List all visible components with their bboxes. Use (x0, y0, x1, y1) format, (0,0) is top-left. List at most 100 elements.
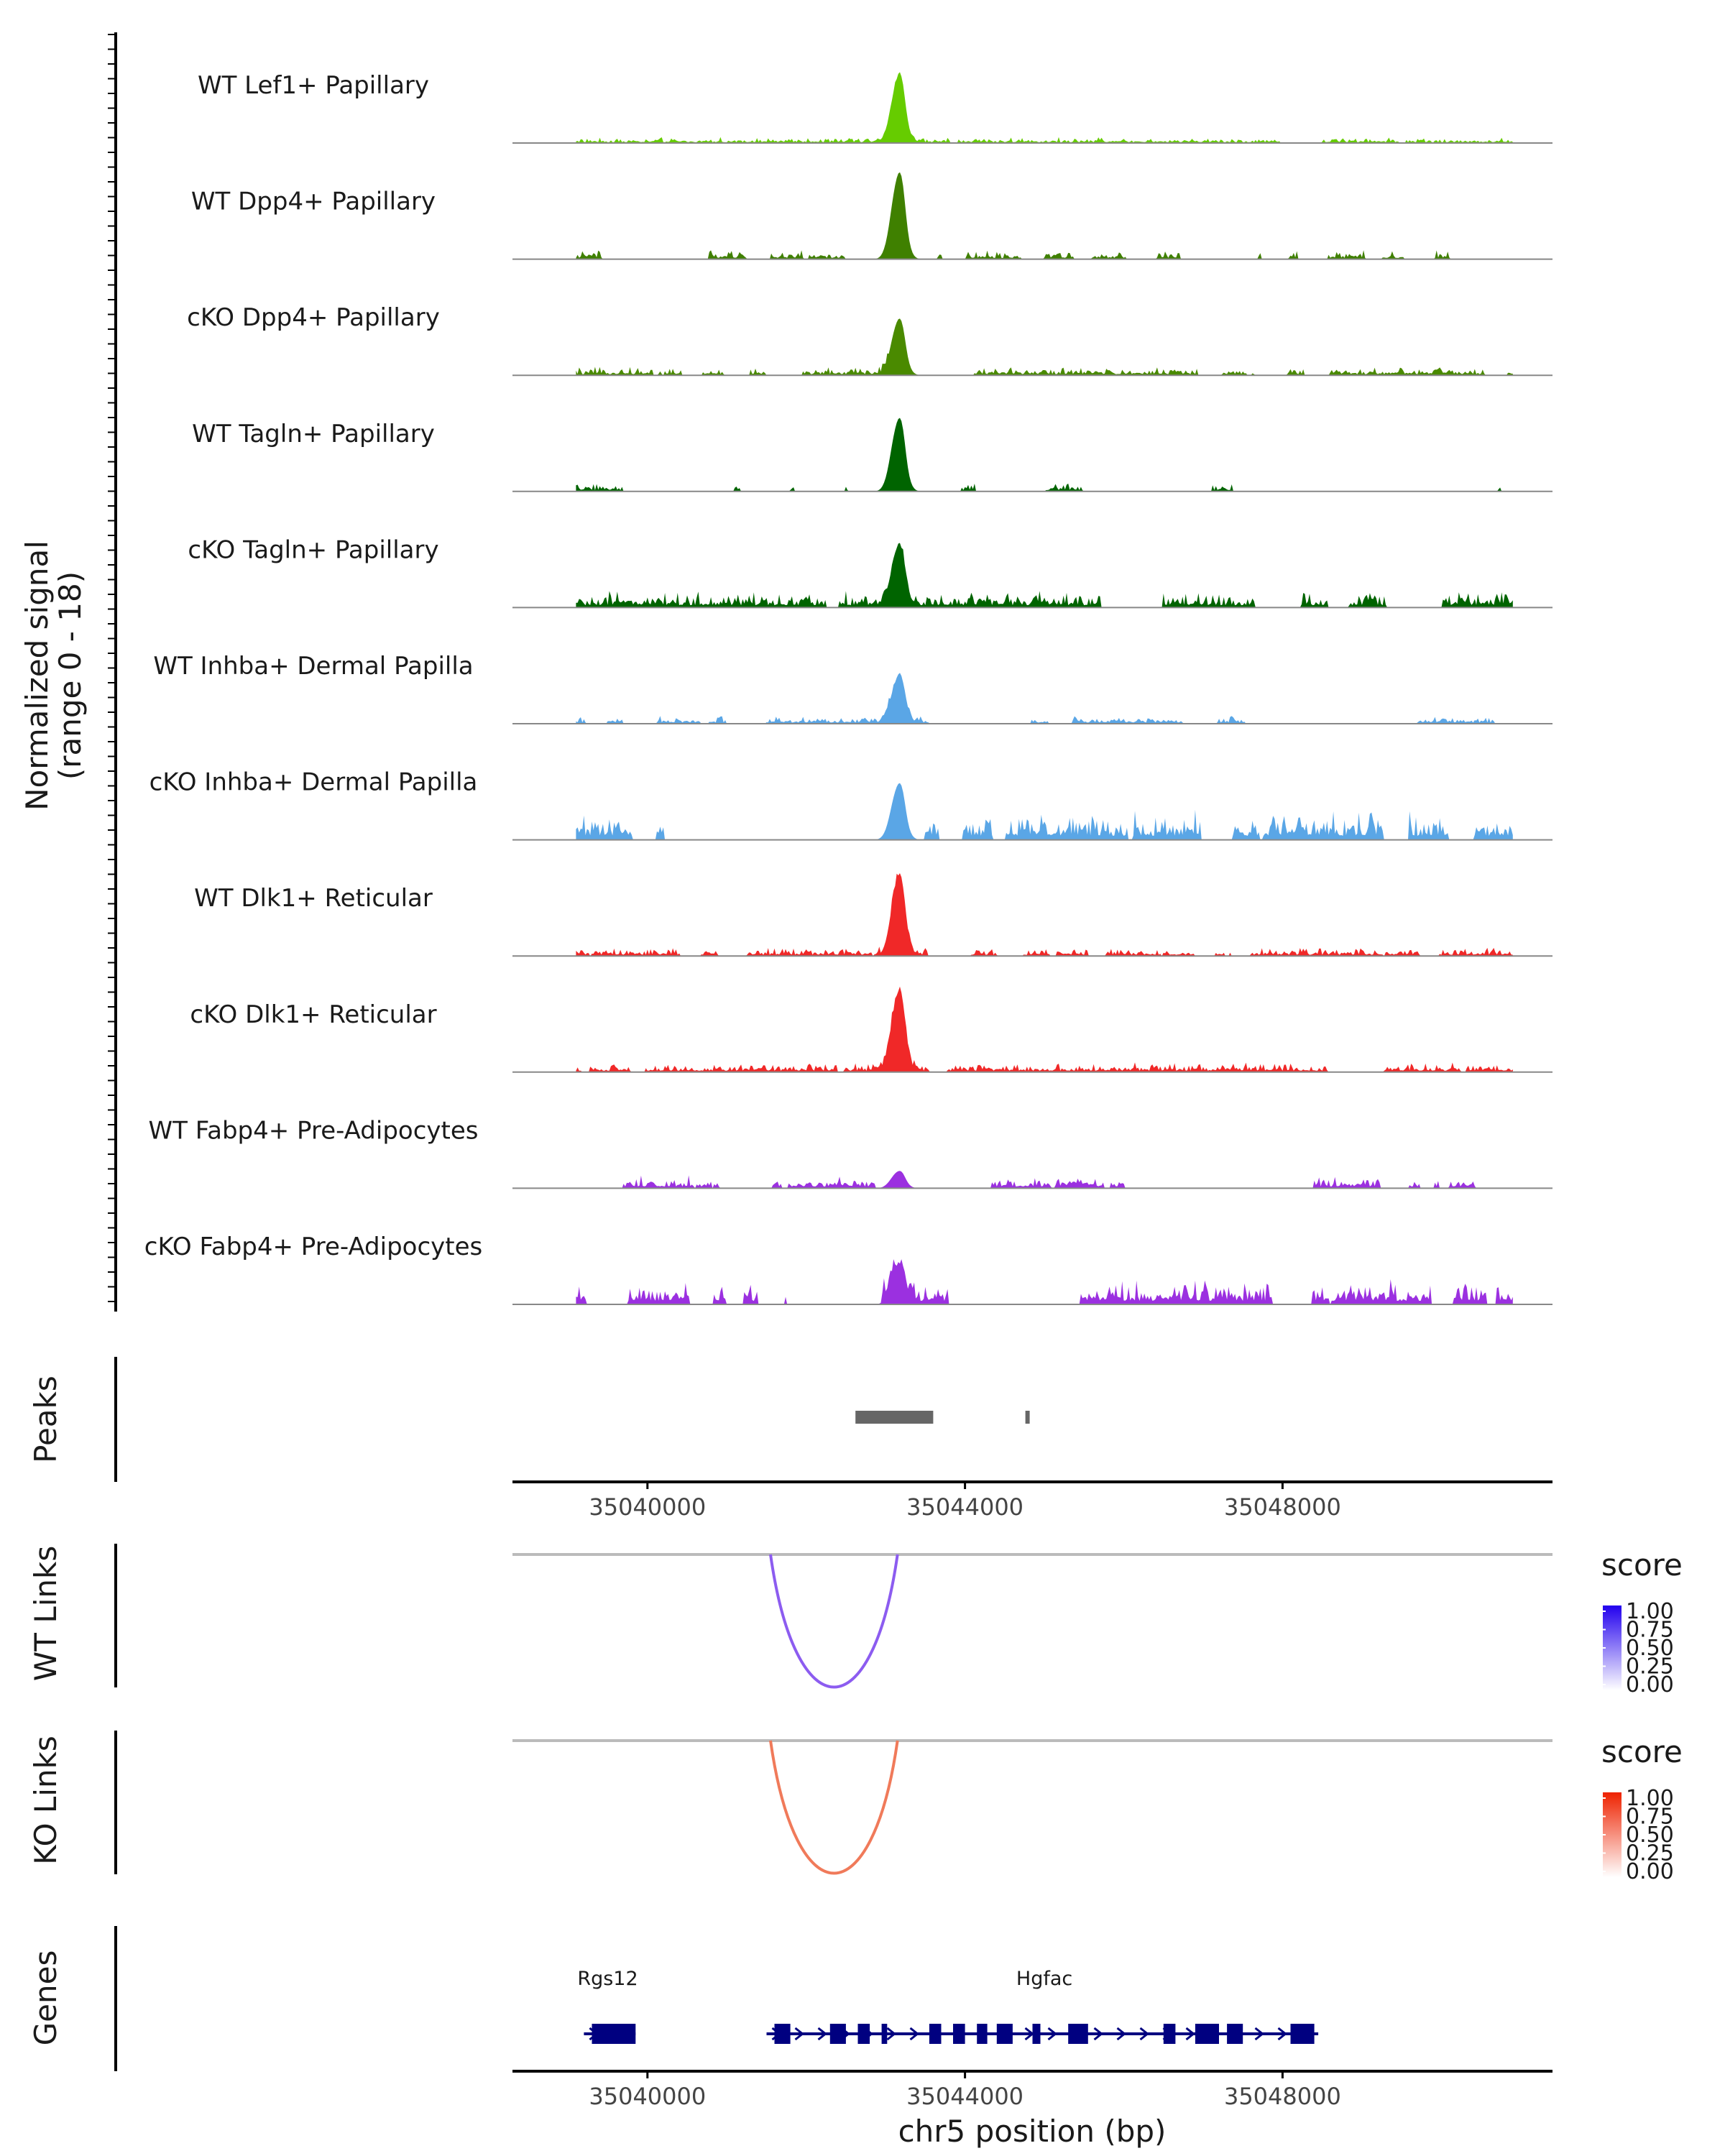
strand-arrow (794, 2027, 804, 2041)
x-tick-label: 35048000 (1224, 1493, 1341, 1521)
gene-exon (929, 2024, 942, 2044)
gene-exon (996, 2024, 1013, 2044)
gene-exon (977, 2024, 988, 2044)
legend-tick-label: 1.00 (1626, 1599, 1674, 1624)
gene-exon (1068, 2024, 1088, 2044)
track-signal (576, 72, 1513, 143)
gene-hgfac: Hgfac (766, 1968, 1319, 2044)
peaks-x-ticks: 35040000 35044000 35048000 (589, 1482, 1341, 1521)
gene-exon (857, 2024, 870, 2044)
gene-exon (1032, 2024, 1041, 2044)
gene-name: Hgfac (1016, 1968, 1072, 1990)
legend-tick-label: 0.50 (1626, 1823, 1674, 1848)
track-label: cKO Dpp4+ Papillary (187, 303, 440, 332)
strand-arrow (1047, 2027, 1057, 2041)
x-axis-title: chr5 position (bp) (898, 2114, 1167, 2149)
gene-name: Rgs12 (577, 1968, 638, 1990)
track-signal (576, 543, 1513, 608)
track-label: WT Tagln+ Papillary (192, 420, 435, 448)
peaks-label: Peaks (28, 1376, 63, 1463)
track-9: WT Fabp4+ Pre-Adipocytes (149, 1116, 1552, 1189)
track-signal (576, 318, 1513, 376)
legend-tick-label: 0.75 (1626, 1618, 1674, 1643)
track-label: cKO Fabp4+ Pre-Adipocytes (144, 1233, 483, 1261)
strand-arrow (1093, 2027, 1103, 2041)
links-panel-0: WT Links score 1.000.750.500.250.00 (28, 1544, 1683, 1697)
strand-arrow (1116, 2027, 1126, 2041)
track-3: WT Tagln+ Papillary (192, 418, 1552, 492)
coverage-panel: Normalized signal (range 0 - 18) WT Lef1… (19, 32, 1552, 1312)
gene-exon (1163, 2024, 1176, 2044)
gene-exon (1227, 2024, 1243, 2044)
x-tick-label: 35048000 (1224, 2083, 1341, 2110)
track-10: cKO Fabp4+ Pre-Adipocytes (144, 1233, 1552, 1305)
track-8: cKO Dlk1+ Reticular (190, 986, 1552, 1073)
legend-tick-label: 0.00 (1626, 1859, 1674, 1884)
track-5: WT Inhba+ Dermal Papilla (153, 652, 1552, 724)
coverage-y-label-line2: (range 0 - 18) (52, 571, 88, 780)
track-label: cKO Dlk1+ Reticular (190, 1000, 436, 1029)
legend-tick-label: 0.75 (1626, 1805, 1674, 1830)
track-signal (576, 172, 1513, 259)
links-label: WT Links (28, 1546, 63, 1681)
x-tick-label: 35040000 (589, 2083, 706, 2110)
track-signal (576, 1171, 1513, 1189)
track-label: WT Lef1+ Papillary (198, 71, 429, 100)
legend-title: score (1601, 1734, 1683, 1769)
peak-region (855, 1411, 934, 1424)
genes-panel: Genes Rgs12 Hgfac 35040000 35044000 3504800… (28, 1926, 1552, 2149)
strand-arrow (1254, 2027, 1264, 2041)
track-signal (576, 783, 1513, 840)
strand-arrow (817, 2027, 827, 2041)
track-4: cKO Tagln+ Papillary (188, 535, 1552, 609)
x-tick-label: 35044000 (906, 2083, 1024, 2110)
legend-title: score (1601, 1547, 1683, 1583)
genes-x-ticks: 35040000 35044000 35048000 (589, 2071, 1341, 2110)
gene-models: Rgs12 Hgfac (577, 1968, 1319, 2044)
strand-arrow (1277, 2027, 1287, 2041)
gene-exon (774, 2024, 791, 2044)
gene-exon (1195, 2024, 1219, 2044)
strand-arrow (909, 2027, 919, 2041)
links-panel-1: KO Links score 1.000.750.500.250.00 (28, 1731, 1683, 1884)
track-label: cKO Tagln+ Papillary (188, 535, 438, 564)
track-0: WT Lef1+ Papillary (198, 71, 1552, 144)
gene-exon (881, 2024, 888, 2044)
legend-colorbar (1603, 1792, 1622, 1877)
gene-exon (1290, 2024, 1315, 2044)
link-arc (769, 1740, 899, 1875)
coverage-tracks: WT Lef1+ Papillary WT Dpp4+ Papillary cKO … (144, 71, 1552, 1305)
strand-arrow (886, 2027, 896, 2041)
legend-tick-label: 0.25 (1626, 1654, 1674, 1680)
track-label: WT Dlk1+ Reticular (194, 884, 433, 913)
track-signal (576, 986, 1513, 1072)
coverage-y-label-line1: Normalized signal (19, 540, 55, 811)
track-label: WT Fabp4+ Pre-Adipocytes (149, 1116, 479, 1145)
x-tick-label: 35044000 (906, 1493, 1024, 1521)
coverage-y-ticks (108, 34, 116, 1302)
legend-tick-label: 0.50 (1626, 1636, 1674, 1661)
track-6: cKO Inhba+ Dermal Papilla (150, 768, 1552, 841)
track-label: cKO Inhba+ Dermal Papilla (150, 768, 478, 797)
legend-tick-label: 0.00 (1626, 1672, 1674, 1697)
peaks-panel: Peaks 35040000 35044000 35048000 (28, 1357, 1552, 1521)
track-1: WT Dpp4+ Papillary (191, 172, 1552, 260)
track-signal (576, 418, 1513, 492)
peak-regions (855, 1411, 1030, 1424)
gene-rgs12: Rgs12 (577, 1968, 638, 2044)
gene-exon (953, 2024, 965, 2044)
track-label: WT Inhba+ Dermal Papilla (153, 652, 473, 681)
score-legend: score 1.000.750.500.250.00 (1601, 1734, 1683, 1884)
x-tick-label: 35040000 (589, 1493, 706, 1521)
legend-tick-label: 0.25 (1626, 1841, 1674, 1866)
track-2: cKO Dpp4+ Papillary (187, 303, 1552, 377)
legend-colorbar (1603, 1606, 1622, 1690)
legend-tick-label: 1.00 (1626, 1786, 1674, 1811)
track-signal (576, 873, 1513, 957)
track-signal (576, 673, 1513, 724)
score-legend: score 1.000.750.500.250.00 (1601, 1547, 1683, 1697)
links-label: KO Links (28, 1736, 63, 1865)
link-arc (769, 1554, 899, 1689)
strand-arrow (1139, 2027, 1149, 2041)
